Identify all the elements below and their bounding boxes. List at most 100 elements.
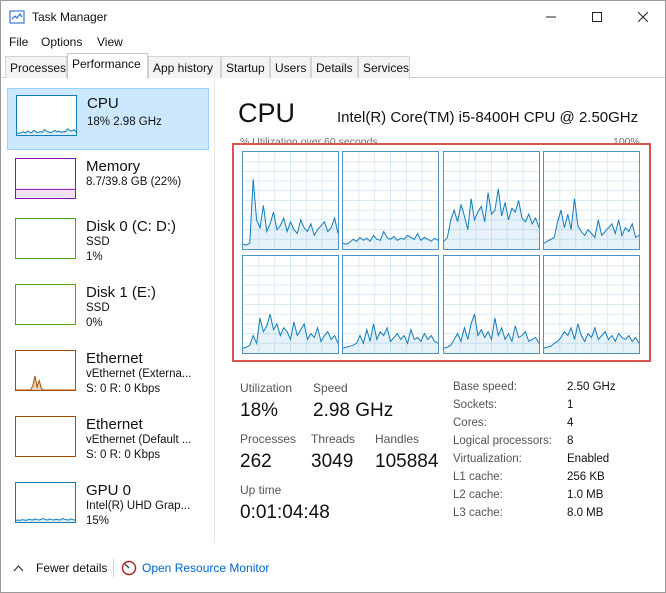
menu-options[interactable]: Options (41, 35, 83, 49)
tab-startup[interactable]: Startup (221, 56, 270, 78)
sidebar-item-subtitle: SSD (86, 236, 110, 248)
spec-label: Virtualization: (453, 453, 522, 465)
sidebar-item-title: Ethernet (86, 416, 143, 433)
sidebar-item-memory[interactable]: Memory 8.7/39.8 GB (22%) (7, 152, 209, 214)
processes-value: 262 (240, 451, 272, 472)
sidebar-item-subtitle: vEthernet (Externa... (86, 368, 192, 380)
cpu-graphs-highlight (232, 143, 651, 362)
page-title: CPU (238, 98, 296, 128)
sidebar-item-ethernet-1[interactable]: Ethernet vEthernet (Externa... S: 0 R: 0… (7, 344, 209, 406)
handles-value: 105884 (375, 451, 439, 472)
sidebar-item-disk-1[interactable]: Disk 1 (E:) SSD 0% (7, 278, 209, 340)
cpu-thumbnail-graph (16, 95, 77, 136)
sidebar-item-subtitle: vEthernet (Default ... (86, 434, 192, 446)
sidebar-item-title: GPU 0 (86, 482, 132, 499)
utilization-area (444, 314, 539, 353)
utilization-area (16, 376, 75, 390)
panel-divider (214, 81, 215, 543)
spec-label: Logical processors: (453, 435, 553, 447)
spec-label: L2 cache: (453, 489, 503, 501)
utilization-line (242, 179, 339, 246)
utilization-line (342, 323, 439, 349)
uptime-value: 0:01:04:48 (240, 502, 330, 523)
speed-label: Speed (313, 381, 348, 395)
sidebar-item-value: 0% (86, 317, 103, 329)
open-resource-monitor-link[interactable]: Open Resource Monitor (142, 561, 270, 575)
tab-users[interactable]: Users (270, 56, 311, 78)
sidebar-item-ethernet-2[interactable]: Ethernet vEthernet (Default ... S: 0 R: … (7, 410, 209, 472)
title-bar: Task Manager (1, 1, 665, 32)
task-manager-icon (9, 10, 25, 24)
close-button[interactable] (620, 1, 666, 32)
footer-divider (113, 559, 114, 577)
sidebar-item-value: 15% (86, 515, 110, 527)
sidebar-item-gpu-0[interactable]: GPU 0 Intel(R) UHD Grap... 15% (7, 476, 209, 538)
menu-bar: File Options View (1, 33, 665, 53)
utilization-area (544, 323, 639, 353)
utilization-line (242, 314, 339, 349)
spec-value: 8 (567, 435, 574, 447)
utilization-area (343, 231, 438, 249)
threads-label: Threads (311, 432, 356, 446)
tab-processes[interactable]: Processes (5, 56, 67, 78)
utilization-area (444, 188, 539, 249)
logical-processor-graph (342, 255, 439, 354)
spec-value: 1 (567, 399, 574, 411)
utilization-caption: % Utilization over 60 seconds (240, 136, 378, 148)
tab-app-history[interactable]: App history (148, 56, 221, 78)
utilization-label: Utilization (240, 381, 293, 395)
threads-value: 3049 (311, 451, 354, 472)
processes-label: Processes (240, 432, 297, 446)
menu-file[interactable]: File (9, 35, 29, 49)
utilization-value: 18% (240, 400, 279, 421)
sidebar-item-disk-0[interactable]: Disk 0 (C: D:) SSD 1% (7, 212, 209, 274)
sidebar-item-value: S: 0 R: 0 Kbps (86, 383, 161, 395)
utilization-area (243, 314, 338, 353)
logical-processor-graph (242, 255, 339, 354)
tab-strip: Processes Performance App history Startu… (1, 53, 665, 79)
spec-value: Enabled (567, 453, 610, 465)
spec-value: 8.0 MB (567, 507, 604, 519)
sidebar-item-subtitle: Intel(R) UHD Grap... (86, 500, 191, 512)
spec-value: 256 KB (567, 471, 605, 483)
utilization-area (16, 518, 75, 522)
utilization-max-label: 100% (613, 136, 640, 148)
sidebar-item-title: Ethernet (86, 350, 143, 367)
ethernet-2-thumbnail-graph (15, 416, 76, 457)
utilization-line (342, 230, 439, 245)
footer: Fewer details Open Resource Monitor (1, 556, 665, 581)
tab-details[interactable]: Details (311, 56, 358, 78)
sidebar-item-title: Disk 0 (C: D:) (86, 218, 176, 235)
spec-label: Base speed: (453, 381, 517, 393)
utilization-line (543, 198, 640, 244)
sidebar-item-value: 1% (86, 251, 103, 263)
fewer-details-link[interactable]: Fewer details (36, 561, 108, 575)
logical-processor-graph (443, 151, 540, 250)
maximize-button[interactable] (574, 1, 620, 32)
resource-monitor-icon[interactable] (121, 560, 137, 576)
spec-label: Sockets: (453, 399, 498, 411)
logical-processor-graph (242, 151, 339, 250)
utilization-area (17, 128, 76, 135)
tab-services[interactable]: Services (358, 56, 410, 78)
spec-value: 2.50 GHz (567, 381, 616, 393)
cpu-model-name: Intel(R) Core(TM) i5-8400H CPU @ 2.50GHz (337, 109, 639, 126)
menu-view[interactable]: View (97, 35, 123, 49)
sidebar-item-cpu[interactable]: CPU 18% 2.98 GHz (7, 88, 209, 150)
sidebar-item-subtitle: SSD (86, 302, 110, 314)
spec-value: 1.0 MB (567, 489, 604, 501)
sidebar-item-title: CPU (87, 95, 119, 112)
utilization-line (16, 128, 77, 134)
spec-label: L3 cache: (453, 507, 503, 519)
tab-performance[interactable]: Performance (67, 53, 148, 79)
uptime-label: Up time (240, 483, 282, 497)
minimize-icon (546, 16, 556, 17)
logical-processor-graph (543, 255, 640, 354)
chevron-up-icon[interactable] (13, 564, 24, 572)
maximize-icon (592, 11, 602, 22)
minimize-button[interactable] (528, 1, 574, 32)
ethernet-1-thumbnail-graph (15, 350, 76, 391)
spec-label: Cores: (453, 417, 487, 429)
window-title: Task Manager (32, 10, 108, 24)
utilization-area (544, 198, 639, 249)
